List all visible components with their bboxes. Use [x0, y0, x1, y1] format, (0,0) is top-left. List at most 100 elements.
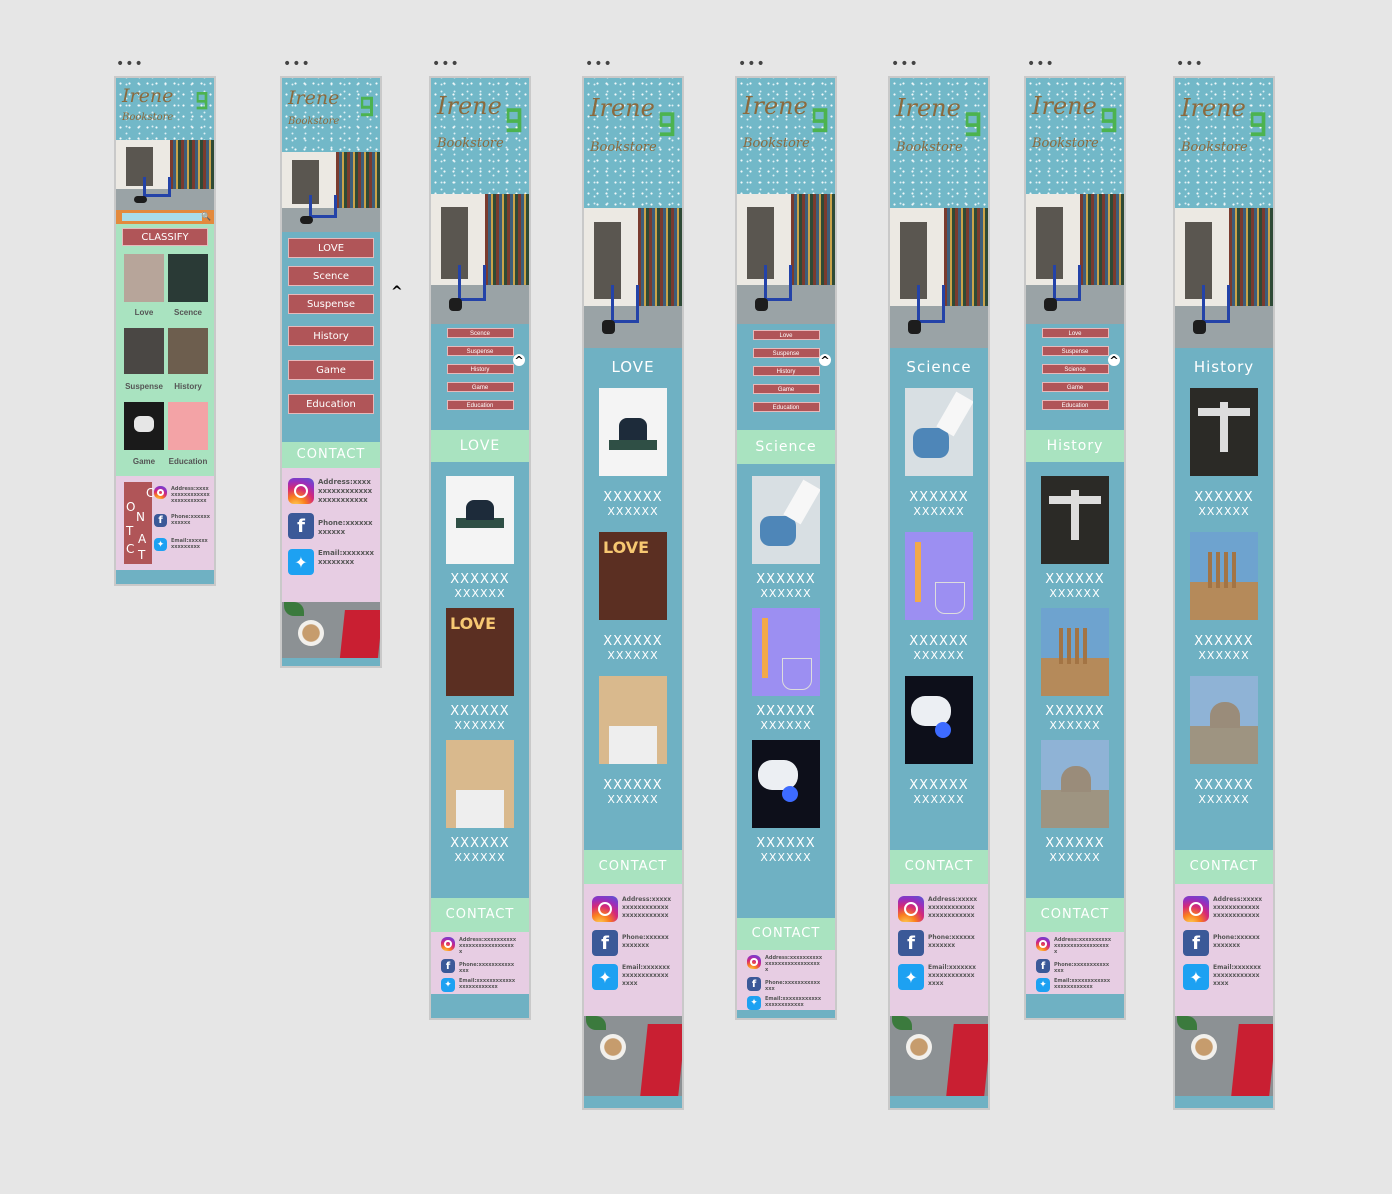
- menu-button[interactable]: Science: [1041, 364, 1109, 374]
- instagram-icon[interactable]: [441, 937, 455, 951]
- contact-phone: Phone:xxxxxxxxxxxxxx: [459, 962, 515, 974]
- category-science-image[interactable]: [168, 254, 208, 302]
- facebook-icon[interactable]: f: [288, 513, 314, 539]
- menu-button[interactable]: Education: [1041, 400, 1109, 410]
- storefront-photo: [890, 208, 988, 348]
- twitter-icon[interactable]: ✦: [288, 549, 314, 575]
- menu-button-love[interactable]: LOVE: [288, 238, 374, 258]
- contact-phone: Phone:xxxxxxxxxxxxx: [1213, 934, 1260, 949]
- menu-button-history[interactable]: History: [288, 326, 374, 346]
- category-game-image[interactable]: [124, 402, 164, 450]
- menu-button[interactable]: History: [446, 364, 514, 374]
- book-image[interactable]: [1041, 476, 1109, 564]
- menu-button[interactable]: History: [752, 366, 820, 376]
- brand-logo-text: Irene Bookstore: [122, 86, 173, 124]
- instagram-icon[interactable]: [288, 478, 314, 504]
- contact-phone-row: f Phone:xxxxxxxxxxxx: [288, 513, 374, 539]
- caret-up-icon[interactable]: ^: [391, 284, 403, 300]
- brand-name: Irene: [288, 87, 340, 109]
- search-input[interactable]: [122, 213, 202, 221]
- book-subtitle: XXXXXX: [760, 719, 812, 732]
- menu-button-education[interactable]: Education: [288, 394, 374, 414]
- book-image[interactable]: [446, 740, 514, 828]
- instagram-icon[interactable]: [1036, 937, 1050, 951]
- menu-button[interactable]: Suspense: [1041, 346, 1109, 356]
- menu-button[interactable]: Suspense: [446, 346, 514, 356]
- facebook-icon[interactable]: f: [747, 977, 761, 991]
- facebook-icon[interactable]: f: [592, 930, 618, 956]
- instagram-icon[interactable]: [747, 955, 761, 969]
- menu-button[interactable]: Game: [446, 382, 514, 392]
- book-image[interactable]: [752, 740, 820, 828]
- instagram-icon[interactable]: [898, 896, 924, 922]
- frame-menu-dots-icon[interactable]: •••: [116, 56, 144, 72]
- caret-up-icon[interactable]: ^: [513, 354, 525, 367]
- menu-button-game[interactable]: Game: [288, 360, 374, 380]
- menu-button-suspense[interactable]: Suspense: [288, 294, 374, 314]
- facebook-icon[interactable]: f: [898, 930, 924, 956]
- twitter-icon[interactable]: ✦: [747, 996, 761, 1010]
- frame-menu-dots-icon[interactable]: •••: [891, 56, 919, 72]
- book-image[interactable]: [752, 476, 820, 564]
- facebook-icon[interactable]: f: [154, 514, 167, 527]
- book-image[interactable]: LOVE: [446, 608, 514, 696]
- frame-menu-dots-icon[interactable]: •••: [738, 56, 766, 72]
- category-love-image[interactable]: [124, 254, 164, 302]
- classify-button[interactable]: CLASSIFY: [122, 228, 208, 246]
- menu-button[interactable]: Love: [1041, 328, 1109, 338]
- book-image[interactable]: [905, 532, 973, 620]
- menu-button-science[interactable]: Scence: [288, 266, 374, 286]
- book-image[interactable]: LOVE: [599, 532, 667, 620]
- frame-menu-dots-icon[interactable]: •••: [585, 56, 613, 72]
- book-subtitle: XXXXXX: [1198, 649, 1250, 662]
- book-image[interactable]: [1190, 388, 1258, 476]
- category-education-image[interactable]: [168, 402, 208, 450]
- book-image[interactable]: [1190, 676, 1258, 764]
- twitter-icon[interactable]: ✦: [592, 964, 618, 990]
- book-image[interactable]: [1190, 532, 1258, 620]
- book-image[interactable]: [446, 476, 514, 564]
- storefront-photo: [584, 208, 682, 348]
- menu-button[interactable]: Game: [1041, 382, 1109, 392]
- frame-menu-dots-icon[interactable]: •••: [1176, 56, 1204, 72]
- instagram-icon[interactable]: [1183, 896, 1209, 922]
- category-history-image[interactable]: [168, 328, 208, 374]
- book-subtitle: XXXXXX: [760, 587, 812, 600]
- contact-heading: CONTACT: [1026, 898, 1124, 932]
- book-image[interactable]: [599, 676, 667, 764]
- twitter-icon[interactable]: ✦: [154, 538, 167, 551]
- twitter-icon[interactable]: ✦: [898, 964, 924, 990]
- book-image[interactable]: [905, 388, 973, 476]
- frame-menu-dots-icon[interactable]: •••: [432, 56, 460, 72]
- menu-button[interactable]: Education: [446, 400, 514, 410]
- book-image[interactable]: [752, 608, 820, 696]
- menu-button[interactable]: Love: [752, 330, 820, 340]
- twitter-icon[interactable]: ✦: [441, 978, 455, 992]
- menu-button[interactable]: Suspense: [752, 348, 820, 358]
- category-suspense-image[interactable]: [124, 328, 164, 374]
- contact-email: Email:xxxxxxxxxxxxxxx: [171, 538, 208, 550]
- twitter-icon[interactable]: ✦: [1036, 978, 1050, 992]
- frame-menu-dots-icon[interactable]: •••: [283, 56, 311, 72]
- facebook-icon[interactable]: f: [441, 959, 455, 973]
- facebook-icon[interactable]: f: [1183, 930, 1209, 956]
- menu-button[interactable]: Game: [752, 384, 820, 394]
- menu-button[interactable]: Education: [752, 402, 820, 412]
- instagram-icon[interactable]: [592, 896, 618, 922]
- book-image[interactable]: [905, 676, 973, 764]
- frame-menu-dots-icon[interactable]: •••: [1027, 56, 1055, 72]
- book-image[interactable]: [1041, 740, 1109, 828]
- book-image[interactable]: [599, 388, 667, 476]
- search-icon[interactable]: 🔍: [201, 212, 211, 221]
- caret-up-icon[interactable]: ^: [819, 354, 831, 367]
- brand-logo-text: Irene Bookstore: [743, 94, 810, 150]
- twitter-icon[interactable]: ✦: [1183, 964, 1209, 990]
- book-image[interactable]: [1041, 608, 1109, 696]
- menu-button[interactable]: Scence: [446, 328, 514, 338]
- facebook-icon[interactable]: f: [1036, 959, 1050, 973]
- instagram-icon[interactable]: [154, 486, 167, 499]
- brand-logo-text: Irene Bookstore: [590, 96, 657, 154]
- header-banner: Irene Bookstore: [584, 78, 682, 208]
- contact-email-row: ✦ Email:xxxxxxxxxxxxxxxxxxxxxxx: [592, 964, 674, 990]
- caret-up-icon[interactable]: ^: [1108, 354, 1120, 367]
